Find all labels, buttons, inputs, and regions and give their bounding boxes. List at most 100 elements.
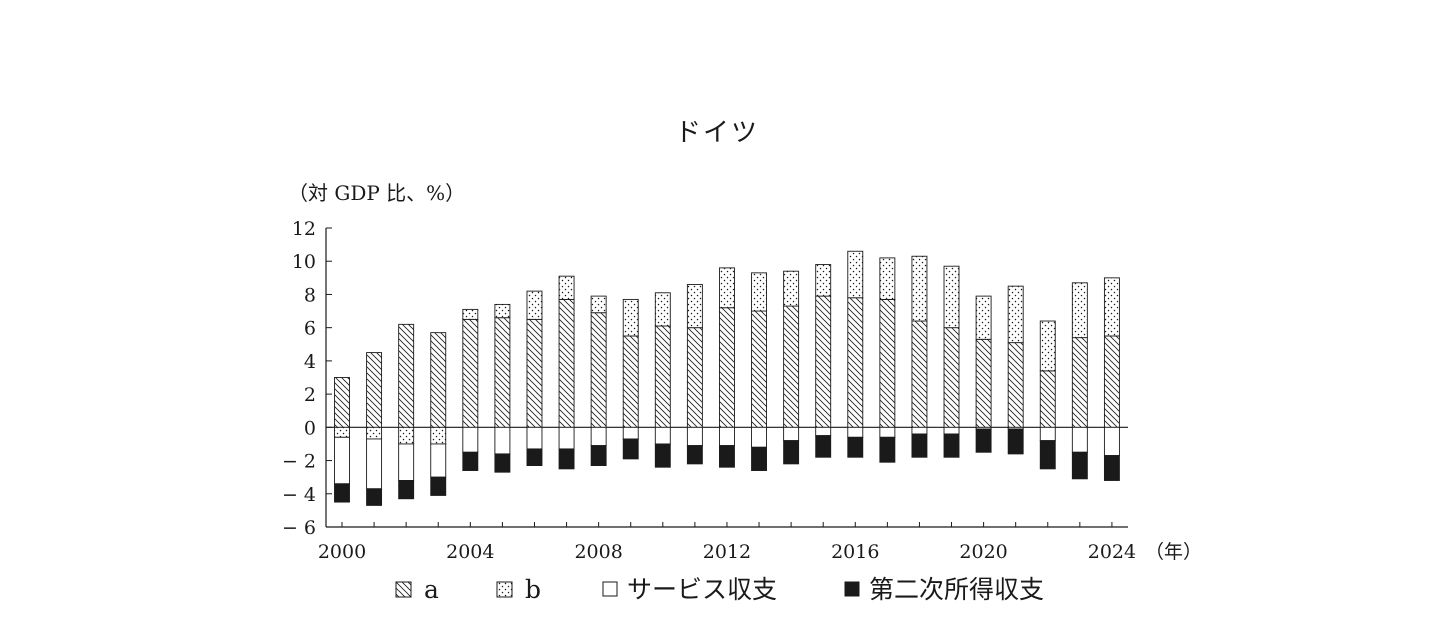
y-tick-label: 12 <box>292 218 316 240</box>
x-tick-label: 2020 <box>959 541 1007 563</box>
bar-segment-black <box>1007 428 1024 455</box>
bar-segment-white <box>654 426 671 445</box>
bar-segment-white <box>1071 426 1088 453</box>
legend-label: 第二次所得収支 <box>869 575 1044 604</box>
bar-segment-hatch <box>622 335 639 428</box>
legend-label: b <box>525 575 541 604</box>
bar-segment-hatch <box>558 298 575 428</box>
legend-swatch-dots <box>496 581 513 598</box>
bar-segment-white <box>526 426 543 450</box>
bar-stack-2001 <box>366 352 383 506</box>
bar-stack-2020 <box>975 295 992 453</box>
chart-title: ドイツ <box>674 118 759 148</box>
bar-segment-white <box>494 426 511 455</box>
bar-segment-white <box>622 426 639 440</box>
x-tick-label: 2008 <box>574 541 622 563</box>
bar-segment-black <box>366 488 383 506</box>
bar-segment-black <box>911 433 928 458</box>
y-tick-label: 2 <box>304 384 316 406</box>
bar-segment-dots <box>462 308 479 320</box>
bar-segment-white <box>430 443 447 478</box>
bar-segment-dots <box>1071 282 1088 339</box>
bar-segment-white <box>1039 426 1056 442</box>
bar-segment-hatch <box>334 377 350 428</box>
bar-stack-2015 <box>815 264 832 458</box>
bar-segment-hatch <box>975 338 992 428</box>
bar-segment-black <box>751 446 767 471</box>
bar-stack-2023 <box>1071 282 1088 480</box>
bar-segment-hatch <box>494 317 511 428</box>
bar-segment-black <box>879 436 896 463</box>
bar-segment-black <box>494 453 511 473</box>
bar-segment-hatch <box>1071 337 1088 428</box>
bar-segment-hatch <box>1039 370 1056 428</box>
bar-segment-hatch <box>879 298 896 428</box>
bar-stack-2024 <box>1103 277 1120 481</box>
bar-segment-white <box>558 426 575 450</box>
x-tick-label: 2012 <box>703 541 751 563</box>
bar-segment-white <box>783 426 800 442</box>
bar-segment-black <box>334 483 350 503</box>
legend-label: a <box>424 575 439 604</box>
bar-segment-dots <box>1103 277 1120 337</box>
bar-segment-black <box>526 448 543 466</box>
bar-segment-black <box>462 451 479 471</box>
legend: a b サービス収支 第二次所得収支 <box>395 575 1044 604</box>
bar-segment-dots <box>526 290 543 320</box>
bar-segment-white <box>590 426 607 447</box>
bar-segment-white <box>719 426 735 447</box>
bar-segment-hatch <box>911 320 928 428</box>
bar-segment-white <box>879 426 896 438</box>
bar-stack-2011 <box>686 284 703 465</box>
bar-stack-2012 <box>719 267 735 468</box>
bar-segment-black <box>975 428 992 453</box>
bar-stack-2010 <box>654 292 671 468</box>
bar-segment-white <box>398 443 415 481</box>
bar-segment-dots <box>719 267 735 309</box>
bar-segment-dots <box>494 303 511 319</box>
bar-segment-dots <box>1007 285 1024 344</box>
bar-segment-hatch <box>1103 335 1120 428</box>
bar-stack-2019 <box>943 265 960 458</box>
bar-segment-white <box>686 426 703 447</box>
bar-segment-white <box>366 438 383 490</box>
bar-segment-white <box>462 426 479 453</box>
bar-segment-dots <box>943 265 960 329</box>
bar-segment-hatch <box>462 318 479 428</box>
bar-groups <box>334 250 1120 506</box>
axes: 12 10 8 6 4 2 0 − 2 − 4 − 6 （対 GDP 比、%） 2000 2004 200… <box>282 181 1202 563</box>
bar-segment-dots <box>975 295 992 340</box>
bar-segment-white <box>847 426 864 438</box>
x-tick-label: 2024 <box>1088 541 1136 563</box>
bar-segment-hatch <box>654 325 671 428</box>
bar-segment-black <box>815 435 832 458</box>
bar-segment-dots <box>783 270 800 307</box>
bar-stack-2016 <box>847 250 864 458</box>
bar-segment-black <box>398 480 415 500</box>
bar-stack-2021 <box>1007 285 1024 455</box>
bar-segment-dots <box>911 255 928 322</box>
bar-segment-dots <box>398 426 415 445</box>
bar-segment-hatch <box>590 312 607 428</box>
bar-segment-hatch <box>847 297 864 428</box>
bar-segment-black <box>1071 451 1088 480</box>
bar-stack-2002 <box>398 323 415 500</box>
bar-segment-hatch <box>751 310 767 428</box>
bar-segment-white <box>815 426 832 437</box>
bar-segment-dots <box>558 275 575 300</box>
bar-segment-black <box>1039 440 1056 470</box>
bar-segment-white <box>911 426 928 435</box>
bar-segment-dots <box>366 426 383 440</box>
y-tick-label: 8 <box>304 284 316 306</box>
y-tick-label: 10 <box>292 251 316 273</box>
bar-segment-black <box>783 440 800 465</box>
bar-segment-dots <box>622 298 639 337</box>
x-axis-unit: （年） <box>1145 541 1202 563</box>
y-axis-label: （対 GDP 比、%） <box>288 181 465 205</box>
bar-segment-hatch <box>526 318 543 428</box>
bar-segment-dots <box>590 295 607 314</box>
bar-segment-dots <box>334 426 350 438</box>
x-tick-label: 2016 <box>831 541 879 563</box>
bar-segment-hatch <box>430 332 447 428</box>
